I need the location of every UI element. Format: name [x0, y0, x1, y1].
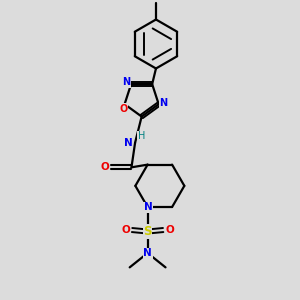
Text: O: O	[165, 225, 174, 235]
Text: S: S	[143, 225, 152, 238]
Text: N: N	[144, 202, 153, 212]
Text: N: N	[122, 77, 130, 87]
Text: O: O	[121, 225, 130, 235]
Text: O: O	[101, 162, 110, 172]
Text: H: H	[138, 131, 145, 141]
Text: N: N	[143, 248, 152, 258]
Text: O: O	[119, 104, 128, 114]
Text: N: N	[124, 138, 133, 148]
Text: N: N	[159, 98, 167, 108]
